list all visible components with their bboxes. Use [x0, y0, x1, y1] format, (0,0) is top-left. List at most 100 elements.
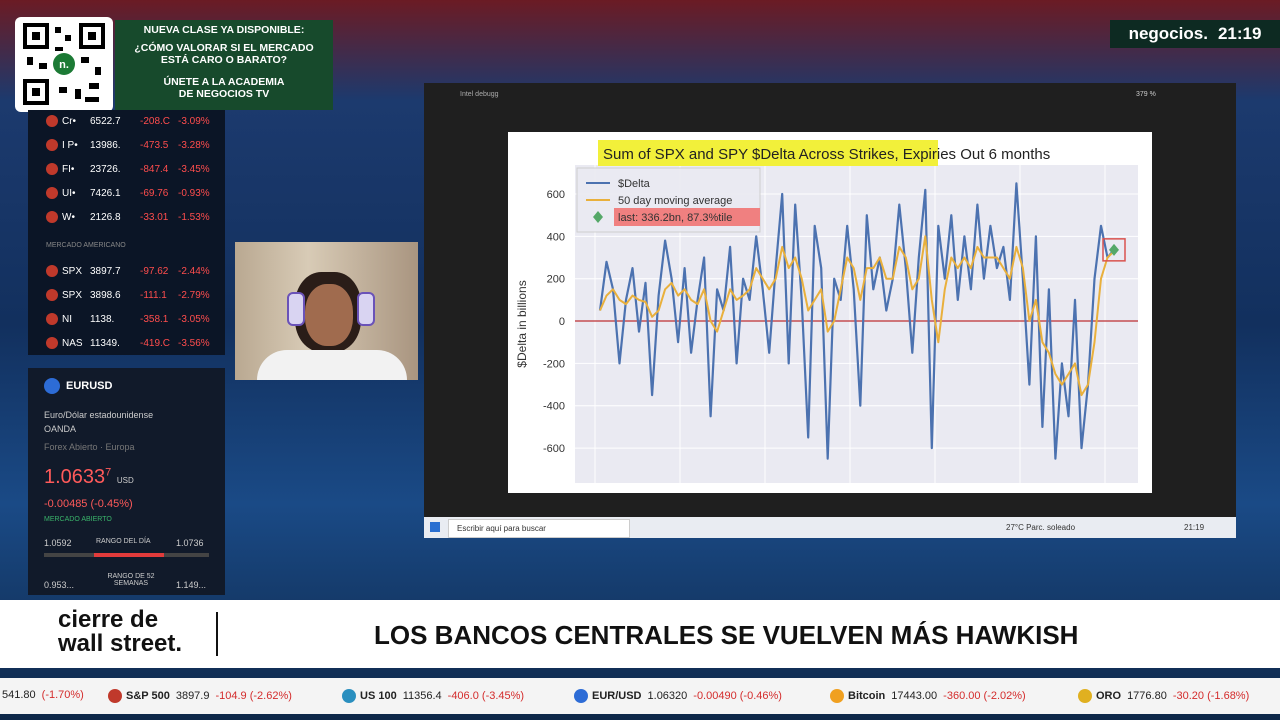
market-pct: -3.56%	[178, 337, 210, 349]
headphone	[287, 292, 305, 326]
promo-line: ESTÁ CARO O BARATO?	[160, 54, 288, 66]
quote-price-sup: 7	[105, 466, 112, 479]
market-icon	[46, 211, 58, 223]
market-pct: -2.79%	[178, 289, 210, 301]
market-row: I P• 13986. -473.5 -3.28%	[28, 136, 225, 154]
ticker-name: ORO	[1096, 689, 1122, 702]
market-row: NAS 11349. -419.C -3.56%	[28, 334, 225, 352]
market-price: 3898.6	[90, 289, 121, 301]
market-row: SPX 3898.6 -111.1 -2.79%	[28, 286, 225, 304]
ticker-change: -30.20 (-1.68%)	[1172, 689, 1250, 702]
ticker-change: -0.00490 (-0.46%)	[693, 689, 782, 702]
market-name: Cr•	[62, 115, 77, 127]
market-name: I P•	[62, 139, 78, 151]
ticker-price: 1776.80	[1127, 689, 1167, 702]
start-button[interactable]	[430, 522, 440, 532]
ticker-icon	[108, 689, 122, 703]
ticker-change: (-1.70%)	[41, 689, 84, 701]
ticker-item: US 100 11356.4 -406.0 (-3.45%)	[342, 689, 524, 703]
search-box[interactable]: Escribir aquí para buscar	[448, 519, 630, 538]
show-line: cierre de	[58, 606, 159, 633]
market-price: 23726.	[90, 163, 121, 175]
title-highlight	[598, 140, 938, 166]
market-name: W•	[62, 211, 75, 223]
market-name: NI	[62, 313, 72, 325]
market-change: -69.76	[140, 187, 169, 199]
market-pct: -3.28%	[178, 139, 210, 151]
market-pct: -1.53%	[178, 211, 210, 223]
ticker-item: S&P 500 3897.9 -104.9 (-2.62%)	[108, 689, 292, 703]
ticker-item: ORO 1776.80 -30.20 (-1.68%)	[1078, 689, 1249, 703]
ticker-price: 541.80	[2, 689, 36, 701]
market-change: -358.1	[140, 313, 169, 325]
taskbar-clock: 21:19	[1184, 523, 1205, 532]
y-tick-label: -200	[543, 358, 565, 370]
legend-last-marker	[593, 211, 603, 223]
ticker-change: -406.0 (-3.45%)	[447, 689, 525, 702]
ticker-icon	[1078, 689, 1092, 703]
y-tick-label: -600	[543, 443, 565, 455]
market-name: SPX	[62, 289, 83, 301]
ticker-icon	[574, 689, 588, 703]
market-icon	[46, 313, 58, 325]
ticker-price: 3897.9	[175, 689, 210, 702]
legend-label: $Delta	[618, 178, 651, 190]
promo-line: NUEVA CLASE YA DISPONIBLE:	[143, 24, 305, 36]
chart: -600 -400 -200 0 200 400 600 Sum of SPX and SPY…	[515, 140, 1138, 483]
market-icon	[46, 187, 58, 199]
quote-status: Forex Abierto · Europa	[44, 442, 135, 452]
year-high: 1.149...	[176, 580, 207, 590]
y-tick-label: 0	[559, 316, 565, 328]
ticker-price: 1.06320	[647, 689, 688, 702]
legend-last-highlight	[614, 208, 760, 226]
ticker-item: 541.80 (-1.70%)	[2, 689, 84, 701]
market-change: -33.01	[140, 211, 169, 223]
title-suffix: Expiries Out 6 months	[903, 146, 1051, 163]
divider	[216, 612, 218, 656]
quote-price-main: 1.0633	[44, 466, 106, 488]
market-change: -111.1	[140, 289, 167, 301]
market-pct: -3.09%	[178, 115, 210, 127]
market-change: -208.C	[140, 115, 171, 127]
market-change: -473.5	[140, 139, 169, 151]
year-label: RANGO DE 52 SEMANAS	[107, 573, 155, 587]
ticker-item: EUR/USD 1.06320 -0.00490 (-0.46%)	[574, 689, 782, 703]
market-price: 11349.	[90, 337, 120, 349]
y-axis-label: $Delta in billions	[515, 280, 529, 367]
market-price: 3897.7	[90, 265, 121, 277]
quote-currency: USD	[116, 476, 134, 485]
quote-change: -0.00485 (-0.45%)	[44, 498, 133, 510]
brand-box: negocios. 21:19	[1110, 20, 1280, 48]
markets-panel: Cr• 6522.7 -208.C -3.09% I P• 13986. -473.5 -3.…	[28, 110, 225, 355]
ticker-icon	[830, 689, 844, 703]
quote-icon	[44, 378, 60, 394]
lower-third: cierre de wall street. LOS BANCOS CENTRAL…	[0, 600, 1280, 668]
chart-title: Sum of SPX and SPY $Delta Across Strikes…	[603, 146, 1050, 163]
market-change: -847.4	[140, 163, 169, 175]
market-change: -97.62	[140, 265, 169, 277]
show-line: wall street.	[58, 630, 183, 657]
headphone	[357, 292, 375, 326]
legend-last-label: last: 336.2bn, 87.3%tile	[618, 212, 732, 224]
day-low: 1.0592	[44, 538, 72, 548]
last-box	[1102, 238, 1126, 262]
market-pct: -3.05%	[178, 313, 210, 325]
market-price: 13986.	[90, 139, 121, 151]
y-tick-label: 600	[547, 189, 565, 201]
market-icon	[46, 265, 58, 277]
quote-price: 1.06337 USD	[44, 466, 134, 489]
legend-label: 50 day moving average	[618, 195, 732, 207]
window-title: Intel debugg	[460, 91, 499, 98]
market-name: NAS	[62, 337, 83, 349]
market-icon	[46, 289, 58, 301]
market-row: FI• 23726. -847.4 -3.45%	[28, 160, 225, 178]
market-row: W• 2126.8 -33.01 -1.53%	[28, 208, 225, 226]
promo-box: NUEVA CLASE YA DISPONIBLE: ¿CÓMO VALORAR…	[115, 20, 333, 110]
market-price: 7426.1	[90, 187, 121, 199]
screen-window: Intel debugg 379 % -600 -400 -200 0 200 400 60…	[424, 83, 1236, 538]
qr-pattern: n.	[23, 23, 105, 105]
brand-name: negocios.	[1128, 24, 1208, 43]
headline: LOS BANCOS CENTRALES SE VUELVEN MÁS HAWK…	[374, 620, 1079, 650]
market-icon	[46, 337, 58, 349]
